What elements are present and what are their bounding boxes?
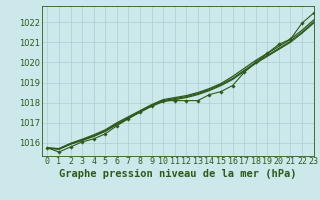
X-axis label: Graphe pression niveau de la mer (hPa): Graphe pression niveau de la mer (hPa) bbox=[59, 169, 296, 179]
